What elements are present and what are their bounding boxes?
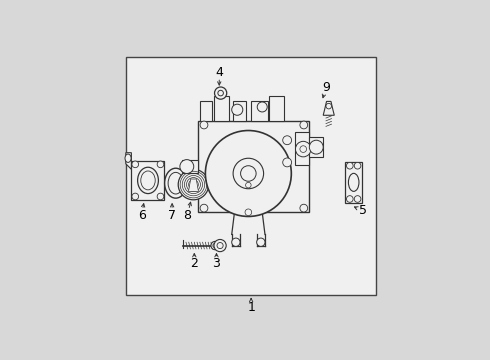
- Text: 6: 6: [138, 208, 146, 221]
- Circle shape: [215, 87, 227, 99]
- Circle shape: [180, 159, 194, 174]
- Circle shape: [205, 131, 292, 216]
- Circle shape: [346, 196, 353, 202]
- Text: 7: 7: [168, 208, 176, 221]
- Circle shape: [300, 121, 308, 129]
- Circle shape: [211, 242, 219, 250]
- Circle shape: [200, 204, 208, 212]
- Circle shape: [200, 121, 208, 129]
- Polygon shape: [269, 96, 284, 121]
- Circle shape: [218, 90, 223, 96]
- Ellipse shape: [165, 168, 187, 198]
- Circle shape: [217, 243, 223, 249]
- Polygon shape: [323, 102, 334, 115]
- Circle shape: [241, 166, 256, 181]
- Circle shape: [178, 169, 209, 200]
- Text: 3: 3: [213, 257, 220, 270]
- Circle shape: [257, 238, 265, 246]
- Polygon shape: [309, 138, 323, 157]
- Circle shape: [232, 104, 243, 115]
- Polygon shape: [126, 153, 131, 169]
- Circle shape: [309, 140, 323, 154]
- Polygon shape: [182, 159, 198, 174]
- Ellipse shape: [168, 172, 183, 194]
- Circle shape: [354, 162, 361, 169]
- Text: 1: 1: [247, 301, 255, 314]
- Polygon shape: [200, 102, 212, 121]
- Text: 2: 2: [190, 257, 198, 270]
- Bar: [126, 57, 376, 296]
- Polygon shape: [233, 102, 245, 121]
- Circle shape: [132, 161, 139, 168]
- Text: 4: 4: [215, 66, 223, 79]
- Ellipse shape: [348, 174, 359, 192]
- Circle shape: [132, 193, 139, 200]
- Polygon shape: [295, 132, 309, 165]
- Ellipse shape: [141, 171, 155, 190]
- Polygon shape: [251, 102, 268, 121]
- Circle shape: [283, 158, 292, 167]
- Circle shape: [245, 209, 252, 216]
- Circle shape: [326, 103, 332, 109]
- Polygon shape: [214, 96, 229, 121]
- Circle shape: [245, 183, 251, 188]
- Circle shape: [300, 146, 307, 152]
- Text: 5: 5: [359, 204, 368, 217]
- Text: 8: 8: [183, 208, 192, 221]
- Circle shape: [214, 239, 226, 252]
- Circle shape: [257, 102, 267, 112]
- Circle shape: [354, 196, 361, 202]
- Circle shape: [232, 238, 240, 246]
- Circle shape: [213, 243, 217, 248]
- Circle shape: [157, 193, 164, 200]
- Polygon shape: [189, 179, 198, 192]
- Circle shape: [283, 136, 292, 145]
- Circle shape: [300, 204, 308, 212]
- Ellipse shape: [138, 167, 158, 194]
- Circle shape: [233, 158, 264, 189]
- Circle shape: [157, 161, 164, 168]
- Polygon shape: [131, 161, 164, 200]
- Text: 9: 9: [322, 81, 330, 94]
- Ellipse shape: [125, 154, 131, 162]
- Polygon shape: [345, 162, 362, 203]
- Polygon shape: [198, 121, 309, 212]
- Circle shape: [346, 162, 353, 169]
- Circle shape: [295, 141, 311, 157]
